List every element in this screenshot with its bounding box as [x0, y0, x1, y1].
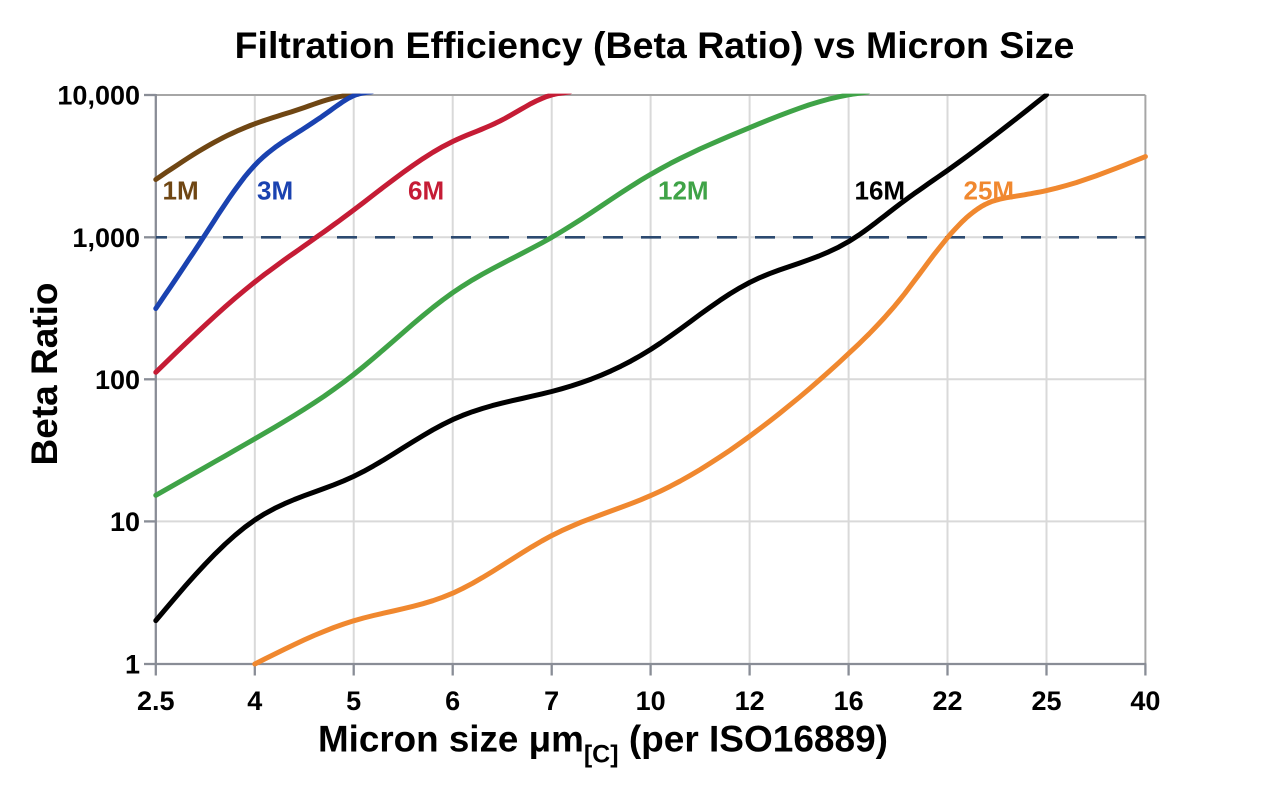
svg-text:4: 4 [247, 686, 262, 716]
svg-text:Filtration Efficiency (Beta Ra: Filtration Efficiency (Beta Ratio) vs Mi… [235, 24, 1075, 66]
svg-text:6: 6 [445, 686, 460, 716]
svg-text:12: 12 [735, 686, 765, 716]
svg-text:40: 40 [1130, 686, 1160, 716]
svg-text:3M: 3M [257, 176, 293, 206]
svg-text:10: 10 [636, 686, 666, 716]
svg-text:12M: 12M [658, 176, 709, 206]
svg-text:100: 100 [95, 365, 140, 395]
svg-text:25M: 25M [964, 176, 1015, 206]
svg-text:16M: 16M [855, 176, 906, 206]
svg-text:6M: 6M [408, 176, 444, 206]
svg-text:7: 7 [544, 686, 559, 716]
svg-text:Beta Ratio: Beta Ratio [24, 283, 65, 466]
svg-text:1: 1 [125, 650, 140, 680]
svg-text:25: 25 [1031, 686, 1061, 716]
svg-text:1M: 1M [163, 176, 199, 206]
svg-text:16: 16 [834, 686, 864, 716]
svg-text:22: 22 [932, 686, 962, 716]
svg-text:2.5: 2.5 [137, 686, 175, 716]
svg-text:10: 10 [110, 507, 140, 537]
svg-text:5: 5 [346, 686, 361, 716]
svg-text:10,000: 10,000 [57, 81, 140, 111]
svg-text:1,000: 1,000 [72, 223, 140, 253]
